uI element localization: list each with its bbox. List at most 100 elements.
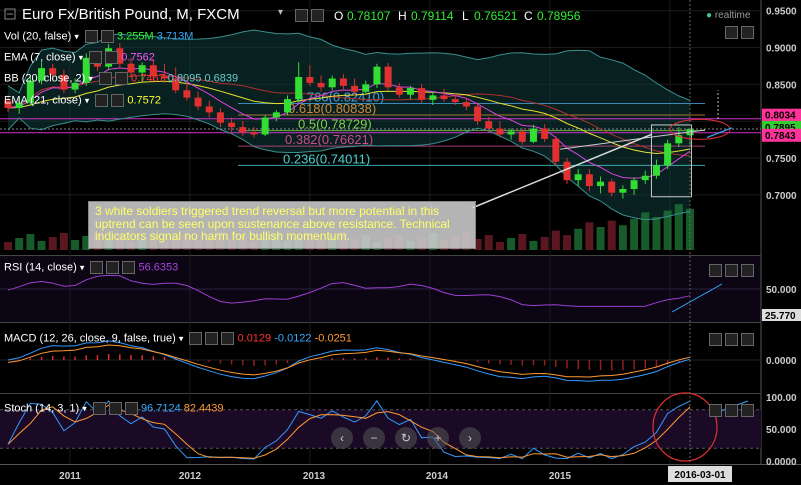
scroll-right-button[interactable]: › (459, 427, 481, 449)
candle-body (395, 87, 403, 95)
candle-body (15, 102, 23, 108)
rsi-panel-controls (706, 262, 754, 280)
candle-body (608, 181, 616, 193)
candle-body (641, 175, 649, 181)
time-tick-label: 2013 (303, 471, 326, 482)
volume-bar (473, 239, 482, 250)
bb-label: BB (20, close, 2) (4, 72, 86, 85)
high-value: 0.79114 (411, 9, 454, 23)
candle-body (295, 77, 303, 100)
stoch-panel-controls (706, 402, 754, 420)
candle-body (518, 131, 526, 142)
volume-bar (484, 235, 493, 250)
low-value: 0.76521 (474, 9, 518, 23)
macd-tick-label: 0.0000 (766, 356, 797, 367)
projection-arrow (706, 127, 733, 138)
macd-indicator[interactable]: MACD (12, 26, close, 9, false, true) ▾ 0… (4, 332, 352, 345)
price-tick-label: 0.7000 (766, 191, 797, 202)
symbol-title[interactable]: Euro Fx/British Pound, M, FXCM (22, 6, 240, 23)
volume-bar (618, 225, 627, 250)
stoch-k-line (7, 399, 691, 460)
candle-body (563, 161, 571, 181)
volume-bar (663, 210, 672, 250)
volume-bar (574, 228, 583, 250)
rsi-arrow (671, 283, 723, 313)
ema7-label: EMA (7, close) (4, 51, 76, 64)
volume-bar (82, 236, 91, 250)
ema7-line (7, 67, 691, 179)
candle-body (362, 84, 370, 92)
vol-indicator[interactable]: Vol (20, false) ▾ 3.255M 3.713M (4, 30, 194, 43)
bb-value-1: 0.7467 (131, 72, 165, 85)
bb-value-2: 0.8095 (167, 72, 202, 85)
close-series-icon[interactable] (308, 8, 324, 23)
volume-bar (652, 217, 661, 250)
realtime-dot-icon: ● (706, 10, 713, 21)
bb-upper-line (7, 29, 691, 101)
macd-value-2: -0.0122 (274, 332, 312, 345)
candle-body (183, 90, 191, 98)
reset-button[interactable]: ↻ (395, 427, 417, 449)
zoom-in-button[interactable]: + (427, 427, 449, 449)
macd-signal-line (7, 344, 691, 378)
settings-icon[interactable] (292, 8, 308, 23)
rsi-marker-label: 25.770 (765, 311, 796, 322)
candle-body (585, 174, 593, 187)
open-value: 0.78107 (347, 9, 391, 23)
candle-body (328, 78, 336, 88)
stoch-tick-label: 0.0000 (766, 457, 797, 468)
chevron-right-icon: › (468, 431, 472, 445)
ema21-value: 0.7572 (127, 94, 162, 107)
price-tick-label: 0.7500 (766, 154, 797, 165)
price-axis-area (761, 0, 801, 485)
macd-value-1: 0.0129 (237, 332, 272, 345)
candle-body (451, 99, 459, 103)
volume-bar (551, 230, 560, 250)
volume-bar (518, 234, 527, 250)
candle-body (239, 127, 247, 133)
rsi-value: 56.6353 (138, 261, 179, 274)
volume-bar (48, 237, 57, 250)
scroll-left-button[interactable]: ‹ (331, 427, 353, 449)
bb-indicator[interactable]: BB (20, close, 2) ▾ 0.7467 0.8095 0.6839 (4, 72, 239, 85)
price-marker-label: 0.7895 (765, 123, 796, 134)
annotation-callout[interactable]: 3 white soldiers triggered trend reversa… (88, 201, 476, 249)
zoom-out-button[interactable]: − (363, 427, 385, 449)
candle-body (406, 88, 414, 95)
ema21-indicator[interactable]: EMA (21, close) ▾ 0.7572 (4, 94, 162, 107)
candle-body (261, 117, 269, 135)
macd-panel-controls (706, 331, 754, 349)
symbol-dropdown-icon[interactable]: ▾ (278, 7, 284, 18)
stoch-indicator[interactable]: Stoch (14, 3, 1) ▾ 96.7124 82.4439 (4, 402, 224, 415)
macd-panel (0, 323, 761, 393)
fib-level-label: 0.236(0.74011) (283, 151, 370, 166)
volume-bar (540, 237, 549, 250)
macd-label: MACD (12, 26, close, 9, false, true) (4, 332, 176, 345)
panel-up-icon[interactable] (725, 26, 738, 40)
time-tick-label: 2015 (549, 471, 572, 482)
candle-body (474, 106, 482, 122)
macd-value-3: -0.0251 (314, 332, 352, 345)
candle-body (664, 143, 672, 166)
macd-line (7, 340, 691, 382)
ema7-indicator[interactable]: EMA (7, close) ▾ 0.7562 (4, 51, 155, 64)
fib-level-label: 0.786(0.82410) (296, 89, 384, 104)
rsi-label: RSI (14, close) (4, 261, 77, 274)
rsi-indicator[interactable]: RSI (14, close) ▾ 56.6353 (4, 261, 179, 274)
candle-body (216, 112, 224, 123)
panel-down-icon[interactable] (741, 26, 754, 40)
candle-body (574, 174, 582, 181)
candle-body (284, 99, 291, 113)
candle-body (228, 122, 236, 128)
rsi-marker-bg (762, 309, 801, 321)
candle-body (485, 121, 493, 129)
header-toggle-icon[interactable] (4, 8, 16, 23)
candle-body (38, 68, 46, 81)
price-marker-bg (762, 108, 801, 122)
fib-level-label: 0.618(0.80838) (288, 101, 376, 116)
candle-body (541, 128, 549, 139)
volume-bar (607, 220, 616, 250)
price-tick-label: 0.8500 (766, 80, 797, 91)
candle-body (194, 97, 202, 107)
chart-header: Euro Fx/British Pound, M, FXCM ▾ O 0.781… (0, 0, 700, 30)
